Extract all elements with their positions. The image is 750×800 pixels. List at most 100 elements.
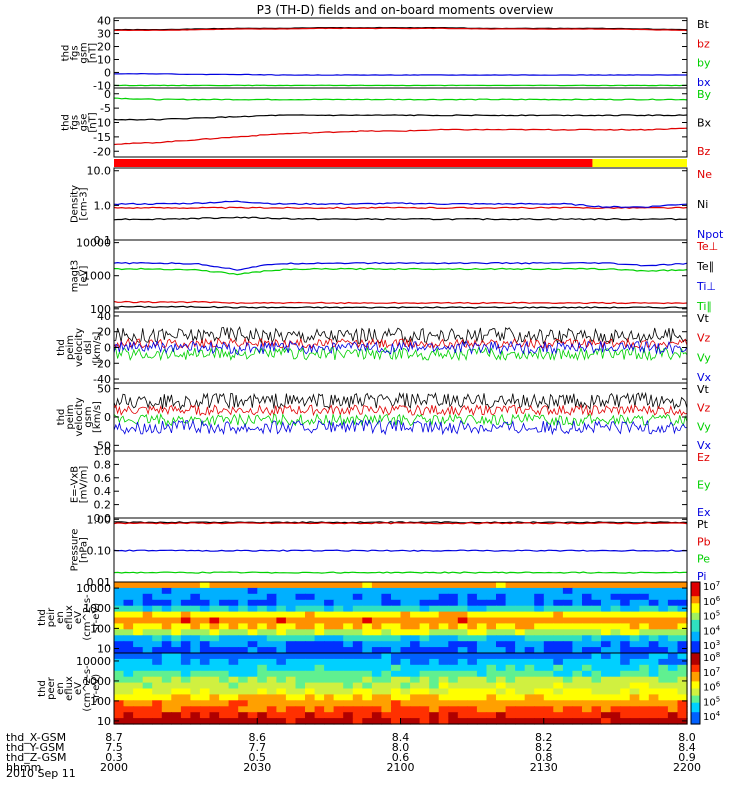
spectrogram-cell — [247, 694, 258, 701]
spectrogram-cell — [123, 641, 134, 648]
x-tick-label: 7.5 — [105, 741, 123, 754]
spectrogram-cell — [515, 587, 526, 595]
spectrogram-cell — [362, 623, 373, 630]
spectrogram-cell — [219, 700, 230, 707]
spectrogram-cell — [209, 641, 220, 648]
series-line-green — [113, 412, 688, 427]
spectrogram-cell — [572, 587, 583, 595]
spectrogram-cell — [496, 694, 507, 701]
spectrogram-cell — [276, 664, 287, 672]
spectrogram-cell — [266, 582, 277, 589]
colorbar-tick-label: 106 — [703, 681, 721, 694]
spectrogram-cell — [400, 712, 411, 719]
spectrogram-cell — [247, 712, 258, 719]
spectrogram-cell — [410, 641, 421, 648]
spectrogram-cell — [247, 582, 258, 589]
spectrogram-cell — [219, 635, 230, 642]
spectrogram-cell — [314, 676, 325, 684]
spectrogram-cell — [524, 653, 535, 660]
spectrogram-cell — [352, 664, 363, 672]
spectrogram-cell — [629, 629, 640, 636]
spectrogram-cell — [610, 706, 621, 713]
spectrogram-cell — [562, 587, 574, 595]
spectrogram-cell — [677, 653, 688, 660]
y-tick-label: 0.6 — [94, 472, 112, 485]
spectrogram-cell — [133, 670, 144, 678]
spectrogram-cell — [305, 670, 316, 678]
spectrogram-cell — [648, 706, 659, 713]
spectrogram-cell — [658, 599, 669, 607]
spectrogram-cell — [658, 629, 669, 636]
y-axis-label: peim — [65, 404, 76, 429]
spectrogram-cell — [467, 718, 478, 725]
spectrogram-cell — [467, 694, 478, 701]
spectrogram-cell — [247, 718, 258, 725]
spectrogram-cell — [152, 688, 163, 695]
spectrogram-cell — [429, 658, 440, 666]
colorbar-cell — [691, 700, 700, 704]
spectrogram-cell — [247, 706, 258, 713]
spectrogram-cell — [199, 605, 211, 613]
spectrogram-cell — [190, 641, 201, 648]
spectrogram-cell — [305, 599, 316, 607]
y-axis-label: peir — [46, 607, 57, 627]
spectrogram-cell — [209, 706, 220, 713]
spectrogram-cell — [343, 688, 354, 695]
spectrogram-cell — [152, 599, 163, 607]
spectrogram-cell — [257, 599, 268, 607]
spectrogram-cell — [219, 582, 230, 589]
y-tick-label: 0.01 — [87, 576, 112, 589]
spectrogram-cell — [582, 682, 593, 690]
spectrogram-cell — [276, 653, 287, 660]
spectrogram-cell — [582, 694, 593, 701]
spectrogram-cell — [305, 582, 316, 589]
spectrogram-cell — [133, 641, 144, 648]
spectrogram-cell — [295, 599, 306, 607]
status-bar-segment — [592, 159, 687, 167]
spectrogram-cell — [677, 682, 688, 690]
y-axis-label: gsm — [83, 406, 94, 427]
spectrogram-cell — [448, 617, 459, 624]
y-axis-label: eV — [73, 611, 84, 624]
spectrogram-cell — [582, 611, 593, 619]
spectrogram-cell — [553, 587, 564, 595]
colorbar-cell — [691, 648, 700, 652]
colorbar-cell — [691, 619, 700, 623]
spectrogram-cell — [448, 629, 459, 636]
spectrogram-cell — [496, 718, 507, 725]
spectrogram-cell — [190, 623, 201, 630]
spectrogram-cell — [238, 617, 249, 624]
spectrogram-cell — [572, 700, 583, 707]
y-tick-label: 30 — [97, 28, 111, 41]
spectrogram-cell — [343, 605, 354, 613]
y-axis-label: thd — [61, 114, 72, 131]
spectrogram-cell — [219, 587, 230, 595]
spectrogram-cell — [391, 670, 402, 678]
spectrogram-cell — [438, 694, 449, 701]
spectrogram-cell — [534, 647, 545, 654]
spectrogram-cell — [238, 623, 249, 630]
spectrogram-cell — [553, 682, 564, 690]
spectrogram-cell — [152, 706, 163, 713]
spectrogram-cell — [534, 718, 545, 725]
spectrogram-cell — [314, 599, 325, 607]
spectrogram-cell — [247, 647, 258, 654]
series-line-blue — [114, 72, 687, 76]
spectrogram-cell — [228, 599, 239, 607]
spectrogram-cell — [648, 629, 659, 636]
spectrogram-cell — [285, 623, 297, 630]
spectrogram-cell — [352, 641, 363, 648]
spectrogram-cell — [667, 653, 679, 660]
spectrogram-cell — [610, 635, 621, 642]
spectrogram-cell — [133, 587, 144, 595]
spectrogram-cell — [400, 676, 411, 684]
spectrogram-cell — [582, 664, 593, 672]
spectrogram-cell — [524, 664, 535, 672]
spectrogram-cell — [543, 605, 554, 613]
spectrogram-cell — [562, 582, 574, 589]
spectrogram-cell — [572, 706, 583, 713]
spectrogram-cell — [419, 617, 430, 624]
spectrogram-cell — [457, 676, 468, 684]
spectrogram-cell — [400, 629, 411, 636]
spectrogram-cell — [161, 706, 172, 713]
